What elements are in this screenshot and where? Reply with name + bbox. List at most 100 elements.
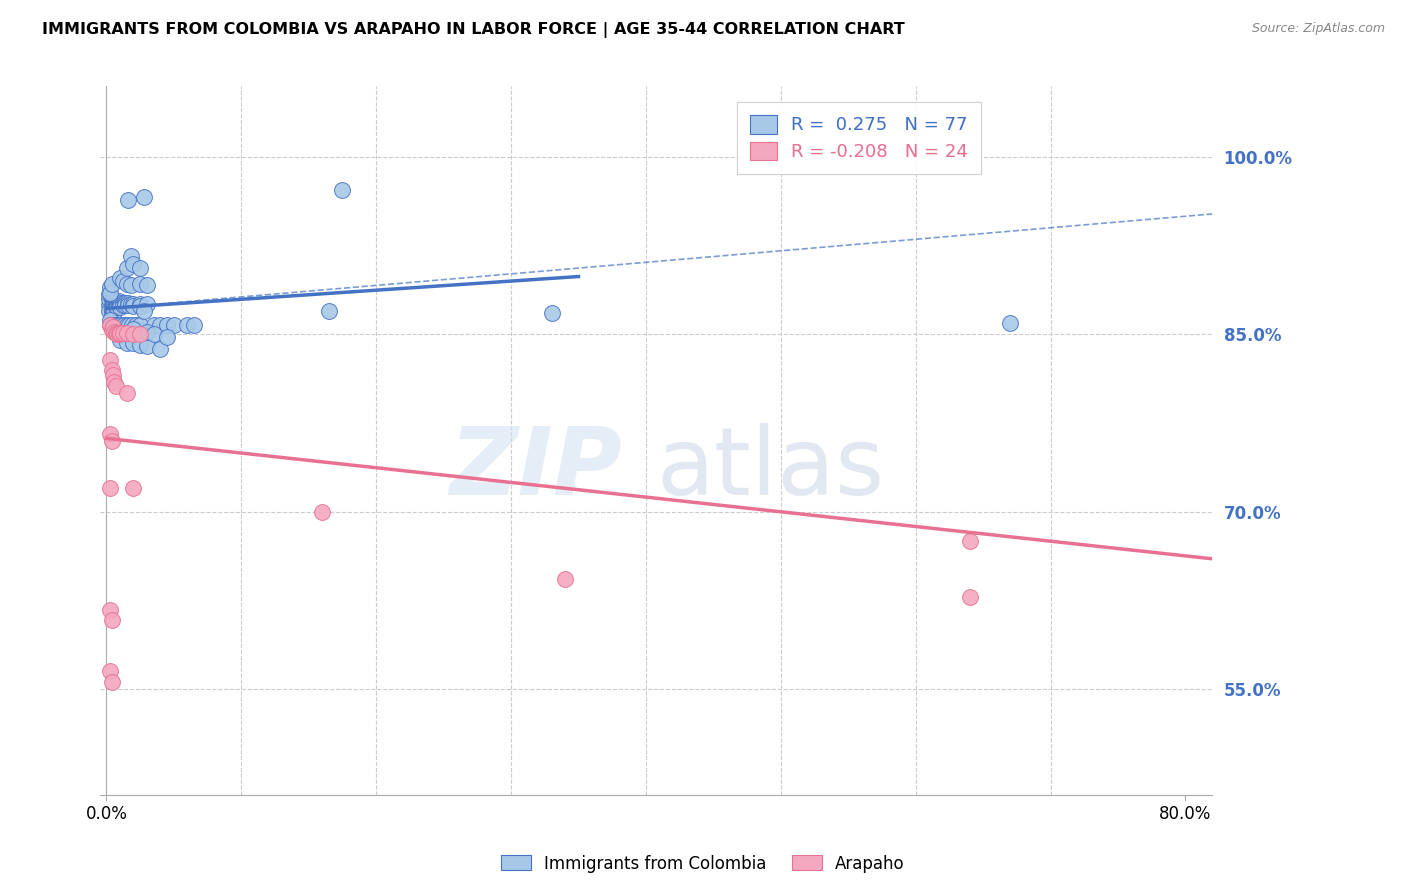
- Point: [959, 590, 981, 604]
- Point: [142, 318, 165, 332]
- Point: [108, 326, 131, 341]
- Point: [134, 190, 156, 204]
- Point: [104, 326, 127, 341]
- Point: [120, 296, 142, 310]
- Point: [100, 277, 122, 291]
- Point: [105, 298, 128, 312]
- Point: [105, 300, 128, 314]
- Point: [176, 318, 198, 332]
- Point: [129, 299, 152, 313]
- Point: [100, 292, 122, 306]
- Point: [101, 292, 124, 306]
- Point: [114, 298, 136, 312]
- Point: [100, 602, 122, 616]
- Point: [108, 300, 131, 314]
- Point: [122, 327, 145, 342]
- Point: [104, 294, 127, 309]
- Point: [135, 277, 157, 292]
- Point: [107, 298, 129, 312]
- Point: [122, 481, 145, 495]
- Legend: R =  0.275   N = 77, R = -0.208   N = 24: R = 0.275 N = 77, R = -0.208 N = 24: [737, 103, 981, 174]
- Point: [122, 296, 145, 310]
- Point: [103, 375, 125, 389]
- Point: [100, 664, 122, 678]
- Point: [104, 298, 127, 312]
- Point: [100, 426, 122, 441]
- Point: [120, 277, 142, 292]
- Point: [311, 505, 333, 519]
- Point: [101, 296, 124, 310]
- Point: [122, 335, 145, 350]
- Point: [100, 286, 122, 301]
- Point: [111, 295, 134, 310]
- Point: [959, 534, 981, 549]
- Point: [122, 256, 145, 270]
- Point: [100, 298, 122, 312]
- Point: [122, 299, 145, 313]
- Point: [115, 261, 138, 276]
- Point: [115, 326, 138, 341]
- Point: [108, 270, 131, 285]
- Point: [100, 674, 122, 689]
- Point: [540, 306, 562, 320]
- Text: ZIP: ZIP: [450, 423, 623, 515]
- Point: [103, 305, 125, 319]
- Point: [129, 338, 152, 352]
- Point: [111, 326, 134, 341]
- Point: [117, 295, 139, 310]
- Point: [129, 261, 152, 276]
- Point: [114, 295, 136, 310]
- Point: [100, 613, 122, 627]
- Point: [98, 303, 121, 318]
- Text: atlas: atlas: [657, 423, 884, 515]
- Point: [134, 303, 156, 318]
- Point: [110, 318, 132, 332]
- Point: [101, 300, 124, 314]
- Point: [105, 295, 128, 310]
- Point: [103, 293, 125, 307]
- Point: [120, 249, 142, 263]
- Point: [111, 274, 134, 288]
- Point: [100, 313, 122, 327]
- Point: [129, 318, 152, 332]
- Point: [115, 386, 138, 401]
- Point: [103, 301, 125, 316]
- Point: [100, 303, 122, 318]
- Point: [101, 368, 124, 382]
- Point: [104, 379, 127, 393]
- Point: [108, 334, 131, 348]
- Point: [100, 318, 122, 332]
- Point: [108, 298, 131, 312]
- Point: [107, 327, 129, 342]
- Point: [125, 318, 148, 332]
- Point: [118, 318, 141, 332]
- Point: [100, 280, 122, 294]
- Point: [100, 318, 122, 332]
- Point: [112, 318, 135, 332]
- Point: [107, 294, 129, 309]
- Point: [163, 318, 186, 332]
- Point: [98, 298, 121, 312]
- Point: [135, 325, 157, 339]
- Point: [117, 193, 139, 207]
- Point: [100, 481, 122, 495]
- Point: [100, 363, 122, 377]
- Point: [998, 316, 1021, 330]
- Point: [115, 318, 138, 332]
- Point: [115, 335, 138, 350]
- Point: [149, 342, 172, 356]
- Point: [98, 287, 121, 301]
- Point: [121, 318, 143, 332]
- Point: [115, 277, 138, 291]
- Point: [98, 292, 121, 306]
- Point: [100, 323, 122, 337]
- Text: IMMIGRANTS FROM COLOMBIA VS ARAPAHO IN LABOR FORCE | AGE 35-44 CORRELATION CHART: IMMIGRANTS FROM COLOMBIA VS ARAPAHO IN L…: [42, 22, 905, 38]
- Point: [332, 183, 354, 197]
- Point: [129, 296, 152, 310]
- Point: [101, 305, 124, 319]
- Point: [142, 327, 165, 342]
- Point: [107, 318, 129, 332]
- Point: [156, 318, 179, 332]
- Point: [122, 321, 145, 335]
- Text: Source: ZipAtlas.com: Source: ZipAtlas.com: [1251, 22, 1385, 36]
